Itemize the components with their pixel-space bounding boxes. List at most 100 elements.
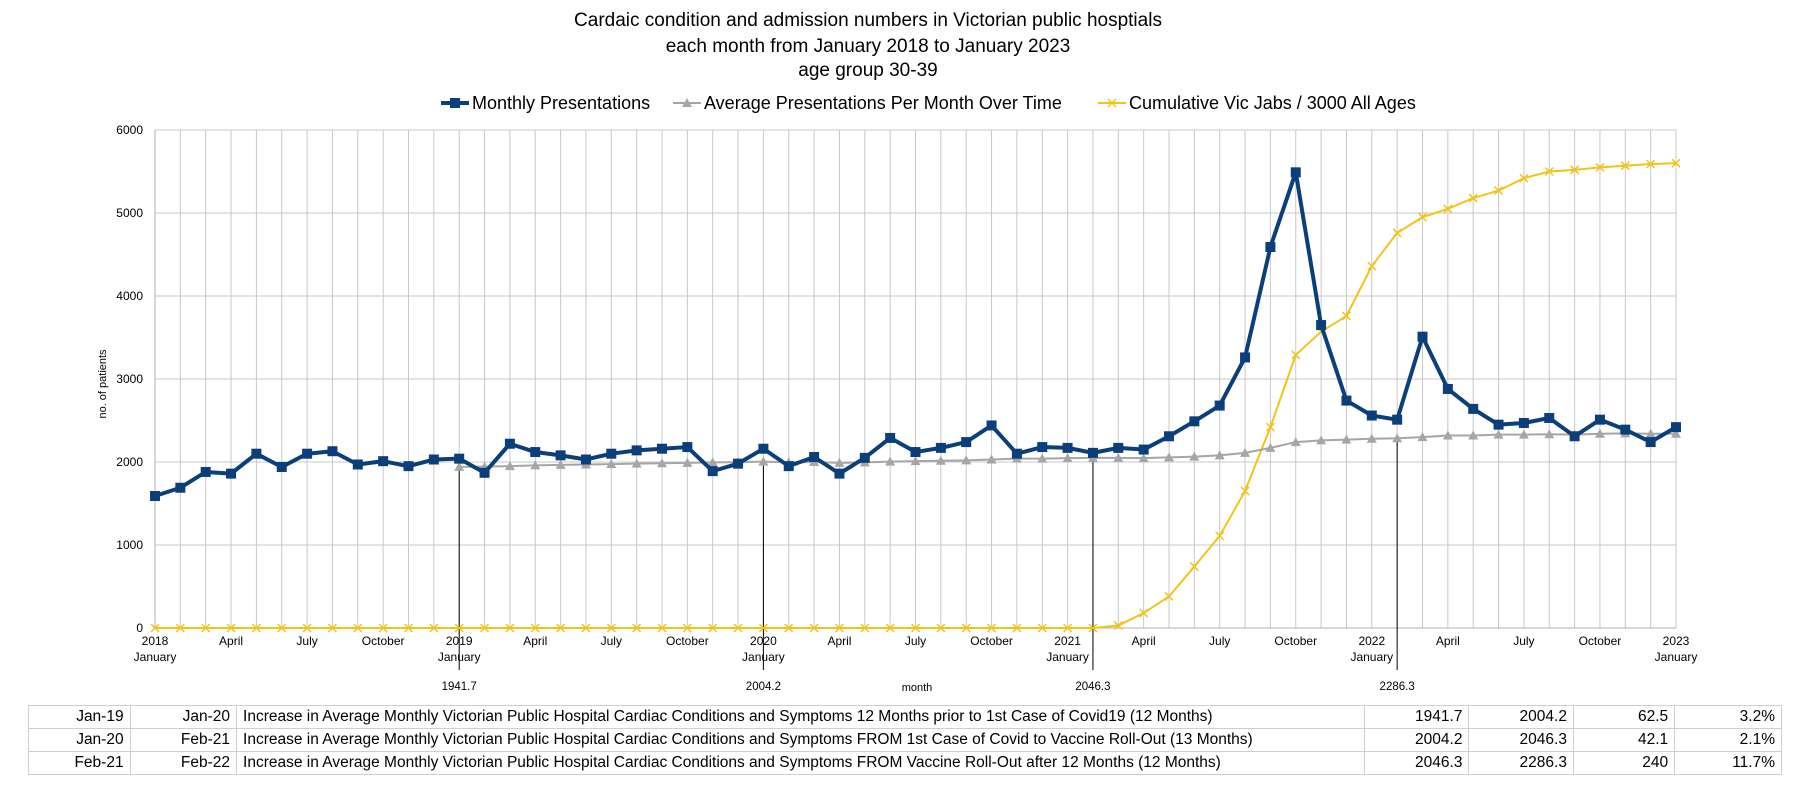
description-cell: Increase in Average Monthly Victorian Pu… [236, 728, 1365, 752]
data-point-square [1011, 448, 1022, 459]
table-row: Jan-19 Jan-20 Increase in Average Monthly … [28, 705, 1782, 729]
data-point-cross [1113, 620, 1123, 631]
data-point-square [327, 446, 338, 457]
cross-stroke [353, 623, 363, 633]
data-point-triangle [555, 459, 566, 469]
chart-title-line-2: each month from January 2018 to January … [666, 36, 1071, 57]
x-tick-label: July [296, 634, 317, 648]
data-point-square [378, 456, 389, 467]
data-point-square [1189, 416, 1200, 427]
data-point-cross [1189, 562, 1199, 572]
cross-stroke [1646, 159, 1656, 169]
cross-stroke [378, 623, 388, 633]
data-point-triangle [1265, 442, 1276, 452]
cross-stroke [302, 623, 312, 633]
data-point-cross [632, 623, 642, 633]
cross-stroke [1519, 173, 1529, 183]
end-date-cell: Feb-21 [129, 728, 238, 752]
data-point-cross [201, 623, 211, 633]
x-tick-label: April [827, 634, 851, 648]
data-point-square [682, 442, 693, 453]
legend-item: Cumulative Vic Jabs / 3000 All Ages [1098, 93, 1416, 113]
data-point-cross [1341, 311, 1351, 321]
data-point-square [1594, 414, 1605, 425]
data-point-cross [682, 623, 692, 633]
x-tick-label: July [601, 634, 622, 648]
data-point-square [1392, 414, 1403, 425]
y-tick-label: 4000 [116, 289, 143, 303]
x-tick-label: April [219, 634, 243, 648]
data-point-square [1417, 331, 1428, 342]
end-average-cell: 2004.2 [1468, 705, 1574, 729]
x-tick-label: January [1655, 650, 1698, 664]
data-point-square [530, 447, 541, 458]
data-point-triangle [1290, 437, 1301, 447]
data-point-triangle [454, 461, 465, 471]
cross-stroke [454, 623, 464, 633]
series-monthly-presentations [150, 167, 1681, 502]
cross-stroke [175, 623, 185, 633]
data-point-square [809, 452, 820, 463]
cross-stroke [1265, 422, 1275, 432]
data-point-square [1265, 242, 1276, 253]
data-point-square [1037, 442, 1048, 453]
cross-stroke [1494, 186, 1504, 196]
data-point-square [555, 450, 566, 461]
chart-title-line-1: Cardaic condition and admission numbers … [574, 10, 1162, 31]
cross-stroke [987, 623, 997, 633]
data-point-cross [910, 623, 921, 633]
cross-stroke [1671, 158, 1681, 168]
data-point-cross [733, 623, 743, 633]
end-average-cell: 2046.3 [1468, 728, 1574, 752]
data-point-square [479, 467, 490, 478]
table-row: Jan-20 Feb-21 Increase in Average Monthly … [28, 728, 1782, 752]
data-point-triangle [1366, 433, 1377, 443]
data-point-square [1569, 431, 1580, 442]
legend-item: Average Presentations Per Month Over Tim… [673, 93, 1062, 113]
data-point-square [758, 443, 769, 454]
data-point-cross [1107, 98, 1117, 108]
x-tick-label: October [362, 634, 405, 648]
start-date-cell: Jan-19 [28, 705, 131, 729]
data-point-cross [505, 623, 515, 633]
data-point-square [1493, 419, 1504, 430]
annotation-value: 2286.3 [1380, 681, 1415, 693]
y-tick-label: 0 [136, 621, 143, 635]
x-tick-label: 2022 [1358, 634, 1385, 648]
cross-stroke [277, 623, 287, 633]
data-point-square [859, 452, 870, 463]
data-point-cross [1392, 228, 1402, 238]
cross-stroke [1088, 623, 1098, 633]
legend-label: Cumulative Vic Jabs / 3000 All Ages [1129, 93, 1416, 113]
data-point-square [1341, 395, 1352, 406]
cross-stroke [1189, 562, 1199, 572]
data-point-cross [150, 623, 160, 633]
start-average-cell: 2046.3 [1363, 751, 1470, 775]
cross-stroke [1595, 162, 1605, 172]
data-point-square [910, 447, 921, 458]
data-point-triangle [1442, 430, 1453, 440]
cross-stroke [860, 623, 870, 633]
data-point-square [1113, 442, 1124, 453]
cross-stroke [1468, 193, 1478, 203]
chart-annotations: 1941.7 2004.2 2046.3 2286.3 [442, 438, 1415, 693]
data-point-cross [1443, 204, 1453, 214]
data-point-cross [1215, 531, 1225, 541]
data-point-cross [251, 623, 261, 633]
cross-stroke [1544, 166, 1554, 177]
chart-legend: Monthly Presentations Average Presentatio… [441, 93, 1416, 113]
data-point-triangle [1392, 433, 1403, 443]
data-point-square [707, 466, 718, 477]
data-point-cross [834, 623, 844, 633]
y-axis-label: no. of patients [97, 349, 109, 419]
data-point-cross [860, 623, 870, 633]
data-point-cross [1620, 161, 1630, 171]
data-point-square [450, 98, 460, 108]
data-point-triangle [1037, 453, 1048, 463]
data-point-square [580, 454, 591, 465]
legend-item: Monthly Presentations [441, 93, 650, 113]
end-date-cell: Feb-22 [129, 751, 238, 775]
percent-cell: 3.2% [1674, 705, 1782, 729]
cross-stroke [784, 623, 794, 633]
data-point-triangle [1341, 434, 1352, 444]
